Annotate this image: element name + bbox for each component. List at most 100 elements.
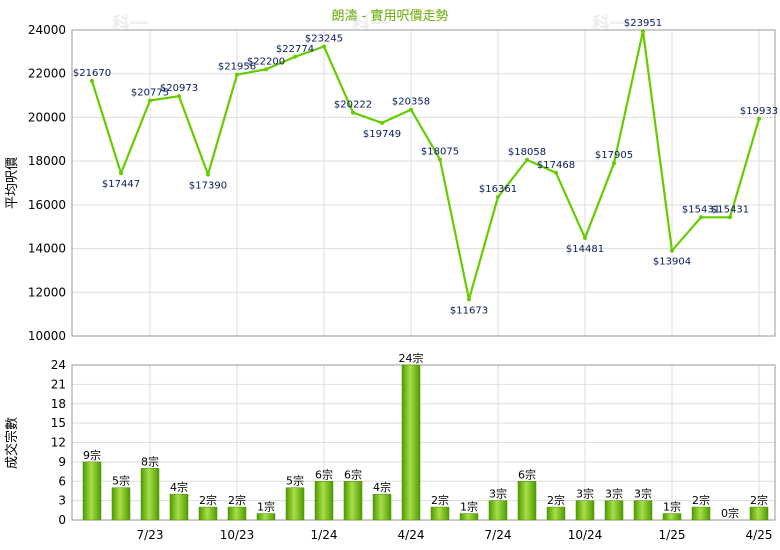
price-data-label: $15431 bbox=[711, 204, 749, 215]
price-data-label: $20358 bbox=[392, 97, 430, 108]
x-tick-label: 1/24 bbox=[311, 528, 338, 542]
price-point bbox=[206, 172, 210, 177]
bar-chart-panel: 0 3 6 9 12 15 18 21 24 7/23 10/23 1/24 4/24 7/24 10/24… bbox=[51, 351, 776, 542]
price-data-label: $15431 bbox=[682, 204, 720, 215]
bar-y-axis-label: 成交宗數 bbox=[4, 417, 20, 469]
price-data-label: $22200 bbox=[247, 56, 285, 67]
bar-y-tick-label: 3 bbox=[58, 494, 66, 508]
price-data-label: $20973 bbox=[160, 83, 198, 94]
line-y-tick-label: 14000 bbox=[28, 242, 66, 256]
x-tick-label: 10/24 bbox=[568, 528, 603, 542]
volume-data-label: 3宗 bbox=[489, 487, 507, 501]
volume-data-label: 6宗 bbox=[315, 467, 333, 481]
line-y-tick-label: 20000 bbox=[28, 110, 66, 124]
volume-bar bbox=[256, 513, 276, 521]
price-point bbox=[641, 29, 645, 34]
price-point bbox=[90, 78, 94, 83]
price-data-label: $13904 bbox=[653, 257, 691, 268]
volume-data-label: 2宗 bbox=[547, 493, 565, 507]
price-data-label: $20222 bbox=[334, 100, 372, 111]
price-data-label: $17447 bbox=[102, 179, 140, 190]
volume-data-label: 24宗 bbox=[399, 351, 424, 365]
line-chart-panel: 10000 12000 14000 16000 18000 20000 22000 24000… bbox=[28, 18, 778, 343]
volume-data-label: 2宗 bbox=[692, 493, 710, 507]
price-point bbox=[670, 248, 674, 253]
volume-data-label: 1宗 bbox=[460, 500, 478, 514]
price-point bbox=[351, 110, 355, 115]
bar-y-tick-label: 21 bbox=[51, 377, 66, 391]
price-data-label: $20775 bbox=[131, 87, 169, 98]
price-point bbox=[322, 44, 326, 49]
volume-bar bbox=[314, 481, 334, 521]
price-data-label: $18075 bbox=[421, 147, 459, 158]
volume-bar bbox=[430, 506, 450, 521]
volume-bar bbox=[749, 506, 769, 521]
price-data-label: $21670 bbox=[73, 68, 111, 79]
volume-data-label: 4宗 bbox=[170, 480, 188, 494]
x-tick-label: 10/23 bbox=[220, 528, 255, 542]
price-data-label: $23951 bbox=[624, 18, 662, 29]
volume-data-label: 3宗 bbox=[576, 487, 594, 501]
volume-data-label: 1宗 bbox=[257, 500, 275, 514]
bar-y-tick-label: 6 bbox=[58, 474, 66, 488]
volume-data-label: 3宗 bbox=[634, 487, 652, 501]
volume-bar bbox=[169, 493, 189, 521]
line-y-tick-label: 16000 bbox=[28, 198, 66, 212]
price-data-label: $17905 bbox=[595, 150, 633, 161]
price-point bbox=[235, 72, 239, 77]
volume-bar bbox=[459, 513, 479, 521]
volume-data-label: 8宗 bbox=[141, 454, 159, 468]
volume-bar bbox=[227, 506, 247, 521]
price-point bbox=[699, 215, 703, 220]
bar-y-tick-label: 9 bbox=[58, 455, 66, 469]
volume-bar bbox=[691, 506, 711, 521]
price-point bbox=[496, 194, 500, 199]
volume-bar bbox=[140, 468, 160, 521]
x-tick-label: 1/25 bbox=[659, 528, 686, 542]
bar-plot-frame bbox=[71, 364, 776, 521]
volume-data-label: 2宗 bbox=[431, 493, 449, 507]
bar-y-tick-label: 0 bbox=[58, 513, 66, 527]
price-data-label: $19749 bbox=[363, 129, 401, 140]
volume-data-label: 5宗 bbox=[286, 474, 304, 488]
volume-data-label: 0宗 bbox=[721, 506, 739, 520]
volume-data-label: 2宗 bbox=[750, 493, 768, 507]
price-series-line bbox=[90, 29, 761, 301]
volume-data-label: 3宗 bbox=[605, 487, 623, 501]
price-data-label: $18058 bbox=[508, 147, 546, 158]
volume-bar bbox=[546, 506, 566, 521]
volume-bar bbox=[401, 364, 421, 521]
volume-bar bbox=[662, 513, 682, 521]
volume-data-label: 2宗 bbox=[199, 493, 217, 507]
volume-bar bbox=[198, 506, 218, 521]
volume-data-label: 5宗 bbox=[112, 474, 130, 488]
volume-bar bbox=[372, 493, 392, 521]
volume-bar bbox=[285, 487, 305, 521]
volume-bar bbox=[517, 481, 537, 521]
price-point bbox=[380, 120, 384, 125]
line-y-tick-label: 10000 bbox=[28, 329, 66, 343]
volume-bar bbox=[633, 500, 653, 521]
bar-y-tick-label: 12 bbox=[51, 436, 66, 450]
x-tick-label: 4/24 bbox=[398, 528, 425, 542]
price-point bbox=[583, 236, 587, 241]
price-data-label: $17390 bbox=[189, 180, 227, 191]
price-data-label: $16361 bbox=[479, 184, 517, 195]
price-data-label: $23245 bbox=[305, 34, 343, 45]
line-plot-area bbox=[72, 30, 775, 336]
chart-title: 朗濤 - 實用呎價走勢 bbox=[332, 8, 449, 24]
line-y-tick-label: 18000 bbox=[28, 154, 66, 168]
price-data-label: $17468 bbox=[537, 160, 575, 171]
price-point bbox=[148, 98, 152, 103]
price-point bbox=[757, 116, 761, 121]
volume-data-label: 2宗 bbox=[228, 493, 246, 507]
x-tick-label: 7/23 bbox=[137, 528, 164, 542]
volume-data-label: 6宗 bbox=[344, 467, 362, 481]
price-point bbox=[554, 170, 558, 175]
bar-y-tick-label: 15 bbox=[51, 416, 66, 430]
x-tick-label: 4/25 bbox=[746, 528, 773, 542]
volume-bar bbox=[575, 500, 595, 521]
price-data-label: $14481 bbox=[566, 244, 604, 255]
price-point bbox=[264, 67, 268, 72]
